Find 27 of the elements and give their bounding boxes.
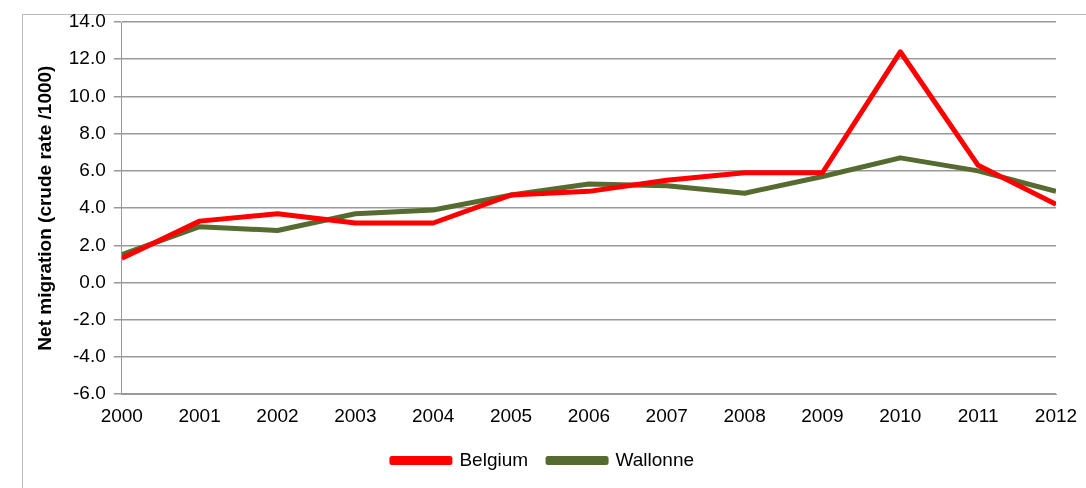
legend-label: Wallonne: [615, 448, 695, 470]
y-tick-label: -2.0: [73, 307, 106, 329]
y-tick-label: -6.0: [73, 382, 106, 404]
legend-label: Belgium: [459, 448, 529, 470]
x-tick-label: 2005: [489, 404, 533, 426]
x-tick-label: 2004: [412, 404, 455, 426]
x-tick-label: 2011: [957, 404, 999, 426]
y-tick-label: 6.0: [79, 159, 106, 181]
y-tick-label: 0.0: [79, 270, 106, 292]
x-tick-label: 2002: [256, 404, 299, 426]
y-tick-label: -4.0: [73, 345, 106, 367]
y-axis-title: Net migration (crude rate /1000): [33, 65, 55, 351]
x-tick-label: 2009: [801, 404, 844, 426]
y-tick-label: 8.0: [79, 121, 106, 143]
x-tick-label: 2000: [100, 404, 143, 426]
y-tick-label: 14.0: [68, 10, 106, 32]
x-tick-label: 2010: [879, 404, 922, 426]
y-tick-label: 2.0: [79, 233, 106, 255]
y-tick-label: 4.0: [79, 196, 106, 218]
x-tick-label: 2008: [723, 404, 766, 426]
x-tick-label: 2007: [645, 404, 688, 426]
y-tick-label: 12.0: [68, 47, 106, 69]
y-tick-label: 10.0: [68, 84, 106, 106]
x-tick-label: 2003: [334, 404, 377, 426]
x-tick-label: 2012: [1034, 404, 1078, 426]
x-tick-label: 2001: [178, 404, 221, 426]
x-tick-label: 2006: [567, 404, 611, 426]
